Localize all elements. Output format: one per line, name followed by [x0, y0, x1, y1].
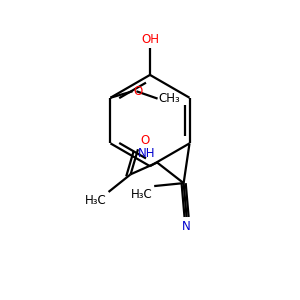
- Text: CH₃: CH₃: [159, 92, 181, 105]
- Text: OH: OH: [141, 33, 159, 46]
- Text: O: O: [140, 134, 150, 147]
- Text: O: O: [134, 85, 143, 98]
- Text: NH: NH: [138, 147, 156, 160]
- Text: H₃C: H₃C: [131, 188, 153, 200]
- Text: N: N: [182, 220, 191, 233]
- Text: H₃C: H₃C: [85, 194, 107, 207]
